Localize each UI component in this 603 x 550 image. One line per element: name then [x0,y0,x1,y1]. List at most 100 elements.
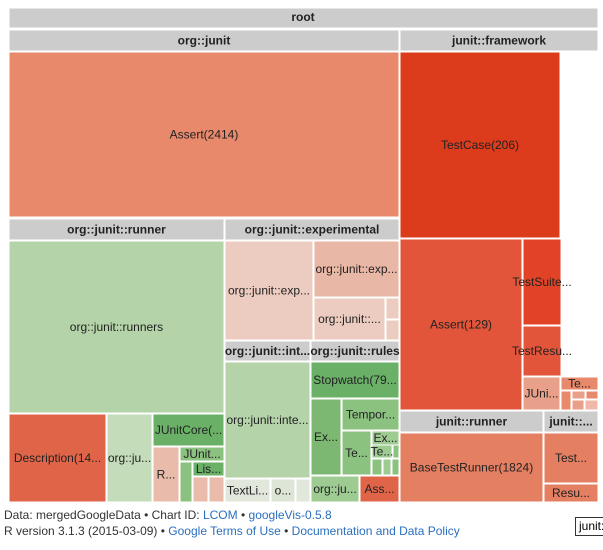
treemap-cell-label-26: Te... [371,445,394,459]
treemap-cell-label-30: Test... [555,451,587,465]
treemap-cell-28[interactable] [359,475,400,503]
group-header-label-junit-runner: junit::runner [435,415,508,429]
treemap-cell-label-16: org::junit::exp... [315,262,397,276]
treemap-cell-11[interactable] [152,413,225,447]
treemap-subcell-4[interactable] [571,390,586,400]
treemap-cell-4[interactable] [522,238,562,326]
treemap-subcell-11[interactable] [295,478,311,503]
treemap-cell-label-24: Te... [345,446,368,460]
treemap-cell-17[interactable] [313,297,386,341]
treemap-cell-3[interactable] [399,238,523,411]
treemap-cell-7[interactable] [560,376,599,391]
treemap-cell-label-19: TextLi... [227,484,268,498]
treemap-cell-label-11: JUnitCore(... [155,423,222,437]
group-header-org-junit-rules[interactable] [310,340,400,362]
treemap-cell-15[interactable] [224,240,314,341]
treemap-cell-24[interactable] [341,430,372,476]
treemap-cell-29[interactable] [399,432,544,503]
treemap-subcell-9[interactable] [192,476,209,503]
treemap-cell-label-28: Ass... [364,482,394,496]
treemap-cell-10[interactable] [106,413,153,503]
footer-data-text: Data: mergedGoogleData • Chart ID: [4,508,203,522]
treemap-cell-label-1: Assert(2414) [170,128,239,142]
group-header-label-org-junit-experimental: org::junit::experimental [245,223,380,237]
treemap-cell-6[interactable] [522,376,561,411]
treemap-cell-5[interactable] [522,325,562,377]
group-header-org-junit[interactable] [8,29,400,52]
data-policy-link[interactable]: Documentation and Data Policy [291,524,460,538]
treemap-cell-label-31: Resu... [552,486,590,500]
treemap-cell-16[interactable] [313,240,400,298]
treemap-cell-22[interactable] [310,398,342,476]
treemap-cell-label-14: Lis... [196,462,221,476]
treemap-cell-label-8: org::junit::runners [70,320,163,334]
treemap-cell-9[interactable] [8,413,107,503]
treemap-subcell-6[interactable] [571,399,585,411]
treemap-subcell-14[interactable] [382,458,392,476]
treemap-subcell-5[interactable] [585,390,599,400]
group-header-label-junit-framework: junit::framework [451,34,546,48]
googlevis-version-link[interactable]: googleVis-0.5.8 [248,508,332,522]
treemap-cell-27[interactable] [310,475,360,503]
treemap-cell-label-13: JUnit... [183,447,220,461]
root-header[interactable] [8,7,599,29]
group-header-label-junit-extra: junit::... [548,415,592,429]
treemap-cell-21[interactable] [310,361,400,399]
group-header-junit-extra[interactable] [543,410,599,433]
footer-line-2: R version 3.1.3 (2015-03-09) • Google Te… [4,524,460,538]
treemap-cell-label-15: org::junit::exp... [228,284,310,298]
treemap-cell-label-25: Ex... [373,431,397,445]
treemap-cell-label-18: org::junit::inte... [226,413,308,427]
treemap-subcell-15[interactable] [391,458,400,476]
treemap-cell-label-23: Tempor... [346,408,395,422]
treemap-cell-label-12: R... [157,468,176,482]
treemap-cell-label-21: Stopwatch(79... [313,373,396,387]
terms-of-use-link[interactable]: Google Terms of Use [168,524,281,538]
treemap-cell-13[interactable] [179,446,225,462]
root-header-label: root [291,10,314,24]
treemap-cell-1[interactable] [8,51,400,218]
treemap-subcell-13[interactable] [371,458,383,476]
treemap-subcell-1[interactable] [385,297,400,320]
group-header-label-org-junit-internal: org::junit::int... [225,344,310,358]
treemap-cell-18[interactable] [224,361,311,479]
chart-id-link[interactable]: LCOM [202,508,238,522]
footer-separator: • [280,524,292,538]
group-header-org-junit-experimental[interactable] [224,218,400,241]
treemap-subcell-8[interactable] [179,461,193,503]
footer-line-1: Data: mergedGoogleData • Chart ID: LCOM … [4,508,332,522]
treemap-cell-2[interactable] [399,51,561,239]
group-header-label-org-junit: org::junit [178,34,231,48]
treemap-cell-label-27: org::ju... [313,482,356,496]
treemap-cell-19[interactable] [224,478,271,503]
treemap-cell-12[interactable] [152,446,180,503]
treemap-cell-label-3: Assert(129) [430,318,492,332]
treemap-cell-20[interactable] [270,478,296,503]
treemap-subcell-7[interactable] [584,399,599,411]
treemap-cell-label-29: BaseTestRunner(1824) [410,461,533,475]
treemap-cell-23[interactable] [341,398,400,431]
treemap-subcell-2[interactable] [385,319,400,341]
treemap-cell-31[interactable] [543,483,599,503]
treemap-cell-26[interactable] [371,444,393,459]
group-header-label-org-junit-runner: org::junit::runner [67,223,166,237]
treemap-cell-30[interactable] [543,432,599,484]
treemap-subcell-10[interactable] [208,476,225,503]
treemap-cell-label-4: TestSuite... [512,275,571,289]
treemap-cell-8[interactable] [8,240,225,414]
treemap-cell-label-9: Description(14... [14,451,101,465]
treemap-cell-label-2: TestCase(206) [441,138,519,152]
treemap-cell-label-6: JUni... [524,387,558,401]
treemap-subcell-12[interactable] [392,444,400,459]
group-header-junit-framework[interactable] [399,29,599,52]
treemap-cell-14[interactable] [192,461,225,477]
group-header-junit-runner[interactable] [399,410,544,433]
group-header-org-junit-runner[interactable] [8,218,225,241]
treemap-cell-label-20: o... [275,484,292,498]
treemap-cell-label-22: Ex... [314,430,338,444]
group-header-label-org-junit-rules: org::junit::rules [310,344,400,358]
treemap-subcell-3[interactable] [560,390,572,411]
hover-tooltip: junit:: [575,517,603,536]
group-header-org-junit-internal[interactable] [224,340,311,362]
